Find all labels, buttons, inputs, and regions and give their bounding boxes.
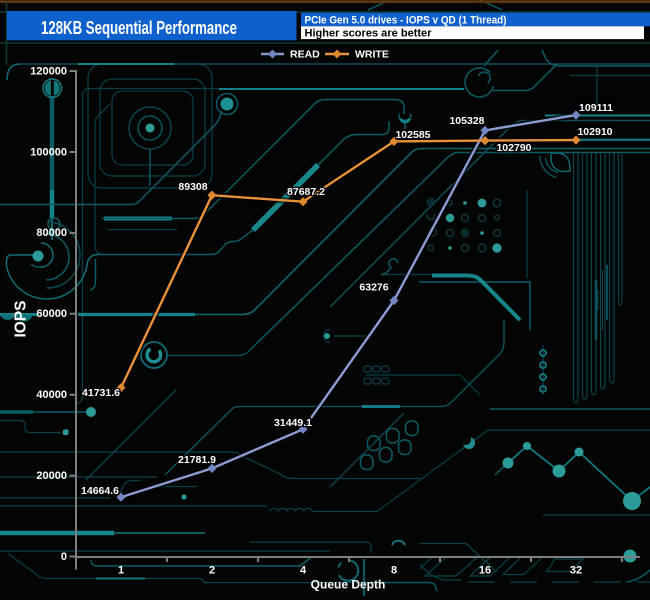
- svg-text:31449.1: 31449.1: [274, 417, 312, 429]
- svg-text:128KB Sequential Performance: 128KB Sequential Performance: [41, 17, 237, 38]
- svg-text:89308: 89308: [178, 181, 207, 193]
- svg-text:102790: 102790: [496, 142, 531, 154]
- svg-text:1: 1: [118, 565, 124, 577]
- svg-text:0: 0: [61, 551, 67, 563]
- svg-text:87687.2: 87687.2: [287, 186, 325, 198]
- svg-text:80000: 80000: [36, 227, 67, 239]
- svg-text:60000: 60000: [36, 308, 67, 320]
- svg-text:Queue Depth: Queue Depth: [311, 578, 386, 592]
- svg-text:16: 16: [479, 565, 491, 577]
- svg-text:120000: 120000: [30, 65, 67, 77]
- svg-text:21781.9: 21781.9: [178, 454, 216, 466]
- svg-text:Higher scores are better: Higher scores are better: [305, 28, 433, 40]
- svg-text:102910: 102910: [577, 126, 612, 138]
- svg-text:63276: 63276: [359, 282, 388, 294]
- svg-text:8: 8: [391, 565, 397, 577]
- svg-text:20000: 20000: [36, 470, 67, 482]
- svg-text:109111: 109111: [579, 102, 613, 114]
- svg-text:WRITE: WRITE: [355, 49, 389, 61]
- svg-text:2: 2: [209, 565, 215, 577]
- svg-text:14664.6: 14664.6: [81, 485, 119, 497]
- svg-text:102585: 102585: [395, 129, 430, 141]
- svg-text:105328: 105328: [449, 115, 484, 127]
- svg-text:IOPS: IOPS: [13, 300, 30, 337]
- svg-text:4: 4: [300, 565, 307, 577]
- svg-text:100000: 100000: [30, 146, 67, 158]
- svg-text:PCIe Gen 5.0 drives - IOPS v Q: PCIe Gen 5.0 drives - IOPS v QD (1 Threa…: [305, 15, 507, 27]
- svg-text:READ: READ: [290, 49, 320, 61]
- svg-text:40000: 40000: [36, 389, 67, 401]
- svg-text:41731.6: 41731.6: [82, 387, 120, 399]
- svg-text:32: 32: [570, 565, 582, 577]
